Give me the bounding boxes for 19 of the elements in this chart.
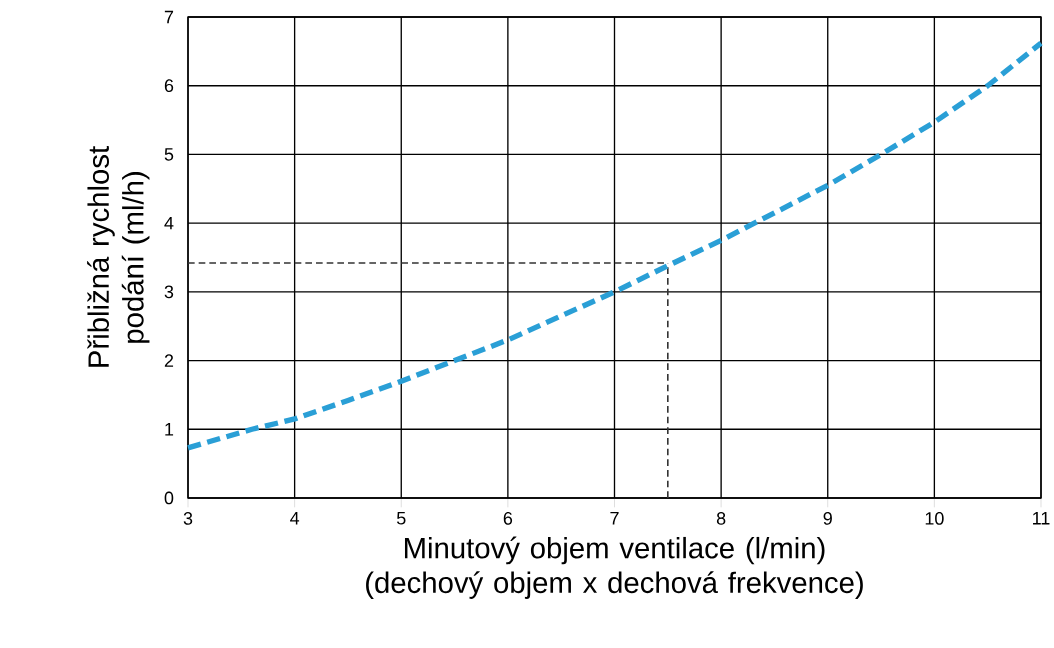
x-tick-label: 5 <box>396 512 406 525</box>
x-tick-label: 8 <box>716 512 726 525</box>
y-tick-label: 2 <box>164 354 174 367</box>
y-axis-title: Přibližná rychlost podání (ml/h) <box>87 146 150 367</box>
x-tick-label: 6 <box>503 512 513 525</box>
x-tick-label: 7 <box>610 512 619 525</box>
y-tick-label: 3 <box>164 285 174 299</box>
x-axis-title: Minutový objem ventilace (l/min) (dechový objem x dechová frekvence) <box>366 536 863 599</box>
x-tick-label: 3 <box>183 512 193 525</box>
x-tick-label: 10 <box>925 512 944 525</box>
y-tick-label: 4 <box>164 216 174 230</box>
y-tick-label: 7 <box>164 10 174 24</box>
y-tick-label: 5 <box>164 148 174 161</box>
y-tick-label: 0 <box>164 491 174 505</box>
y-tick-label: 1 <box>165 423 174 436</box>
y-tick-label: 6 <box>164 79 174 93</box>
x-tick-label: 4 <box>290 512 300 525</box>
x-tick-label: 11 <box>1033 512 1050 525</box>
x-tick-label: 9 <box>823 512 832 525</box>
